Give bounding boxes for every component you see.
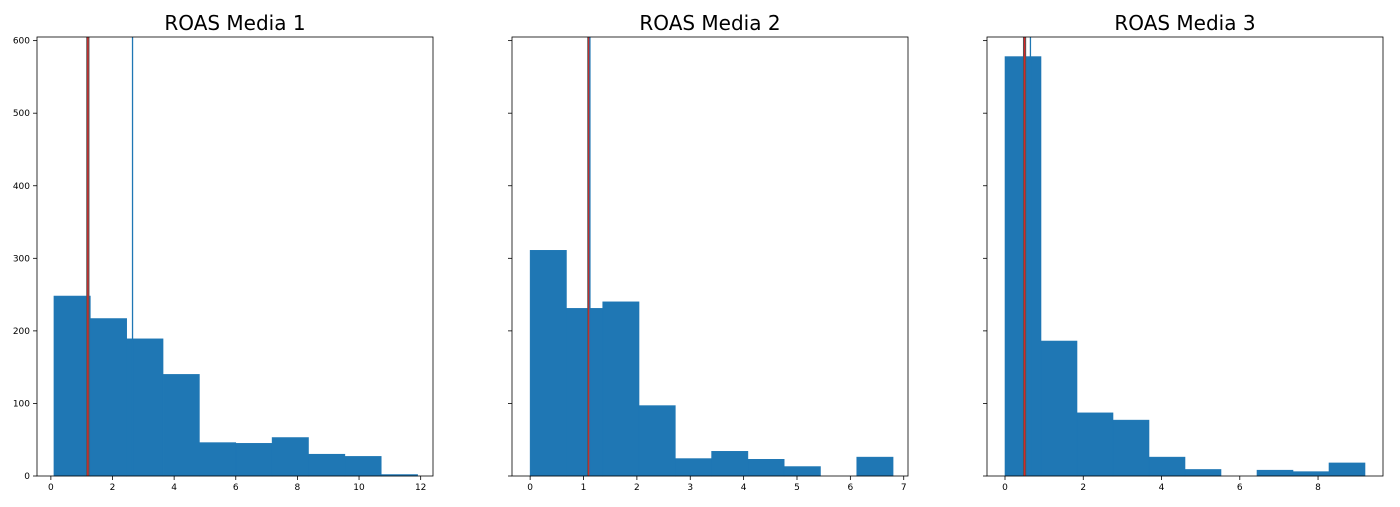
histogram-bar: [199, 442, 237, 477]
histogram-bar: [638, 405, 676, 477]
histogram-bar: [1256, 469, 1294, 477]
axes-frame: [986, 36, 1384, 477]
subplot-roas-media-3: ROAS Media 3 0 2 4 6 8: [983, 11, 1384, 493]
histogram-bar: [1040, 340, 1078, 477]
x-tick-label: 2: [634, 483, 640, 493]
subplot-roas-media-2: ROAS Media 2 0 1 2 3 4 5 6 7: [508, 11, 909, 493]
x-tick-label: 0: [1002, 483, 1008, 493]
histogram-bar: [783, 466, 821, 477]
x-tick-label: 5: [794, 483, 800, 493]
histogram-bar: [566, 308, 604, 477]
histogram-bar: [1076, 412, 1114, 477]
y-tick-label: 100: [13, 399, 30, 409]
x-tick-label: 4: [741, 483, 747, 493]
x-tick-label: 8: [295, 483, 301, 493]
x-tick-label: 3: [687, 483, 693, 493]
histogram-bar: [856, 456, 894, 477]
histogram-bar: [529, 250, 567, 477]
y-tick-label: 0: [24, 472, 30, 482]
axes-frame: [36, 36, 434, 477]
subplot-roas-media-1: ROAS Media 1 0 2 4 6 8 10 12 0 100 200 300 400 500 60…: [13, 11, 434, 493]
x-tick-label: 4: [171, 483, 177, 493]
histogram-bar: [1148, 456, 1186, 477]
x-tick-label: 7: [901, 483, 907, 493]
histogram-bar: [271, 437, 309, 477]
histogram-bar: [1328, 462, 1366, 477]
y-tick-label: 400: [13, 182, 30, 192]
chart-title: ROAS Media 1: [164, 11, 305, 35]
x-tick-label: 0: [527, 483, 533, 493]
x-tick-label: 10: [353, 483, 365, 493]
histogram-bar: [1112, 419, 1150, 477]
y-tick-label: 300: [13, 254, 30, 264]
chart-title: ROAS Media 3: [1114, 11, 1255, 35]
x-tick-label: 6: [233, 483, 239, 493]
histogram-bar: [308, 453, 346, 477]
histogram-bar: [344, 456, 382, 477]
x-tick-label: 0: [48, 483, 54, 493]
histogram-bar: [602, 301, 640, 477]
x-tick-label: 8: [1315, 483, 1321, 493]
y-tick-label: 500: [13, 109, 30, 119]
histogram-bar: [235, 443, 273, 477]
histogram-bar: [1184, 469, 1222, 477]
x-tick-label: 1: [581, 483, 587, 493]
x-tick-label: 2: [1080, 483, 1086, 493]
x-tick-label: 2: [110, 483, 116, 493]
histogram-bar: [53, 295, 91, 477]
histogram-bar: [90, 318, 127, 477]
y-tick-label: 200: [13, 327, 30, 337]
histogram-bar: [747, 459, 785, 477]
x-tick-label: 6: [847, 483, 853, 493]
y-tick-label: 600: [13, 37, 30, 47]
x-tick-label: 12: [415, 483, 426, 493]
chart-title: ROAS Media 2: [639, 11, 780, 35]
axes-frame: [511, 36, 909, 477]
histogram-bar: [162, 374, 200, 477]
histogram-bar: [675, 458, 712, 477]
x-tick-label: 4: [1159, 483, 1165, 493]
histogram-bar: [1292, 471, 1330, 477]
x-tick-label: 6: [1237, 483, 1243, 493]
histogram-bar: [711, 451, 749, 477]
